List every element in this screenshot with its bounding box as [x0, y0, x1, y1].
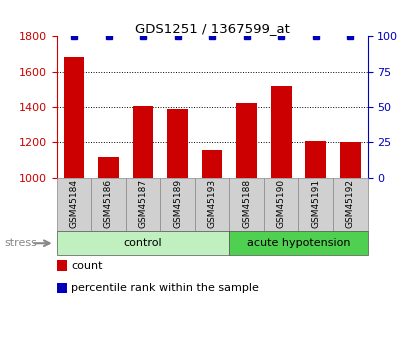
Text: acute hypotension: acute hypotension: [247, 238, 350, 248]
Bar: [305, 141, 326, 178]
Text: GSM45190: GSM45190: [277, 179, 286, 228]
Text: GSM45189: GSM45189: [173, 179, 182, 228]
Bar: [271, 86, 291, 178]
Bar: [167, 109, 188, 178]
Bar: [202, 150, 223, 178]
Text: GSM45193: GSM45193: [207, 179, 217, 228]
Bar: [236, 102, 257, 178]
Title: GDS1251 / 1367599_at: GDS1251 / 1367599_at: [135, 22, 289, 35]
Text: GSM45192: GSM45192: [346, 179, 355, 228]
Bar: [63, 57, 84, 178]
Text: GSM45191: GSM45191: [311, 179, 320, 228]
Text: count: count: [71, 261, 103, 270]
Text: GSM45186: GSM45186: [104, 179, 113, 228]
Bar: [98, 157, 119, 178]
Text: GSM45187: GSM45187: [139, 179, 147, 228]
Text: control: control: [124, 238, 163, 248]
Text: GSM45188: GSM45188: [242, 179, 251, 228]
Text: stress: stress: [4, 238, 37, 248]
Text: percentile rank within the sample: percentile rank within the sample: [71, 283, 259, 293]
Bar: [133, 106, 153, 178]
Text: GSM45184: GSM45184: [69, 179, 79, 228]
Bar: [340, 142, 361, 178]
